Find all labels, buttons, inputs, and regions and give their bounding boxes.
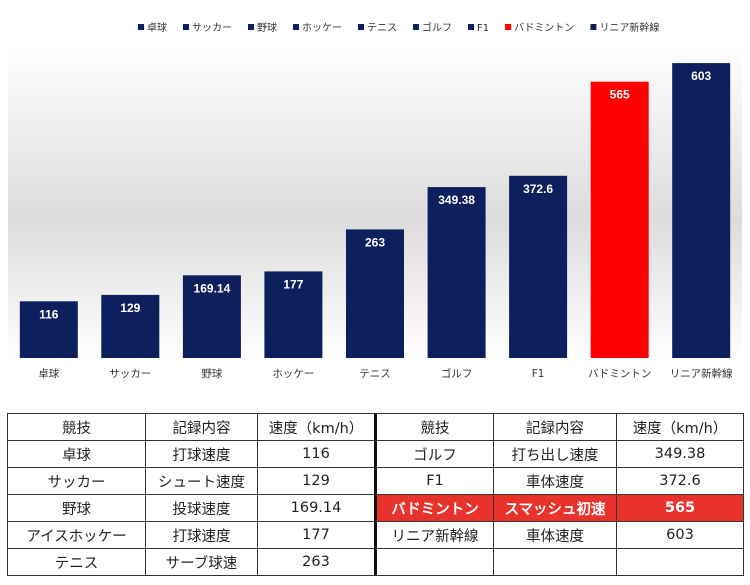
header-sport: 競技 (375, 413, 494, 441)
cell-sport (375, 548, 494, 576)
bar-7 (590, 81, 649, 358)
legend-label: バドミントン (514, 22, 574, 34)
bar-0 (19, 301, 78, 358)
cell-record: シュート速度 (145, 467, 258, 495)
bar-1 (101, 294, 160, 358)
bar-value-label: 129 (120, 301, 140, 315)
header-speed: 速度（km/h） (616, 413, 744, 441)
x-tick-label: F1 (532, 368, 545, 380)
cell-sport: テニス (7, 548, 146, 576)
table-row: 野球 投球速度 169.14 バドミントン スマッシュ初速 565 (7, 494, 744, 522)
bar-chart: 卓球 サッカー 野球 ホッケー テニス ゴルフ F1 バドミントン リニア新幹線 116 1291… (8, 21, 742, 380)
x-tick-label: バドミントン (588, 368, 651, 380)
bar-value-label: 116 (39, 307, 59, 321)
legend-marker (468, 24, 474, 30)
legend-label: サッカー (192, 22, 232, 34)
cell-record: 打球速度 (145, 521, 258, 549)
cell-speed: 177 (257, 521, 377, 549)
legend-label: 卓球 (147, 21, 167, 34)
legend-label: 野球 (257, 21, 277, 34)
speed-table: 競技 記録内容 速度（km/h） 競技 記録内容 速度（km/h） 卓球 打球速… (7, 413, 744, 576)
legend-marker (138, 24, 144, 30)
cell-record: 車体速度 (493, 521, 617, 549)
table-row: アイスホッケー 打球速度 177 リニア新幹線 車体速度 603 (7, 521, 744, 549)
legend-label: リニア新幹線 (599, 21, 659, 34)
cell-speed: 263 (257, 548, 377, 576)
legend-marker (590, 24, 597, 30)
cell-record: 車体速度 (493, 467, 617, 495)
bar-value-label: 603 (691, 69, 711, 83)
cell-sport-highlight: バドミントン (375, 494, 494, 522)
cell-record-highlight: スマッシュ初速 (493, 494, 617, 522)
x-tick-label: ホッケー (272, 368, 314, 380)
bar-5 (427, 187, 486, 358)
legend-label: F1 (477, 23, 489, 34)
cell-sport: 卓球 (7, 440, 146, 468)
x-tick-label: 野球 (201, 367, 222, 380)
cell-record: 打ち出し速度 (493, 440, 617, 468)
bar-6 (509, 175, 568, 358)
cell-record: 投球速度 (145, 494, 258, 522)
cell-sport: F1 (375, 467, 494, 495)
x-tick-label: テニス (359, 368, 391, 380)
legend-marker (293, 24, 299, 30)
legend-marker (413, 24, 419, 30)
cell-speed: 349.38 (616, 440, 744, 468)
cell-speed: 116 (257, 440, 377, 468)
x-tick-label: サッカー (109, 368, 151, 380)
cell-sport: 野球 (7, 494, 146, 522)
header-sport: 競技 (7, 413, 146, 441)
bar-value-label: 372.6 (523, 182, 553, 196)
cell-record (493, 548, 617, 576)
header-record: 記録内容 (145, 413, 258, 441)
legend-marker (358, 24, 364, 30)
bar-value-label: 263 (365, 235, 385, 249)
legend-marker (248, 24, 254, 30)
cell-speed: 603 (616, 521, 744, 549)
bar-value-label: 349.38 (438, 193, 475, 207)
x-axis-ticks: 卓球 サッカー 野球 ホッケー テニス ゴルフ F1 バドミントン リニア新幹線 (38, 367, 733, 380)
bar-value-label: 565 (610, 88, 630, 102)
bar-8 (672, 63, 731, 358)
x-tick-label: 卓球 (38, 367, 59, 380)
x-tick-label: リニア新幹線 (670, 367, 733, 380)
legend-label: ゴルフ (422, 21, 452, 34)
legend: 卓球 サッカー 野球 ホッケー テニス ゴルフ F1 バドミントン リニア新幹線 (138, 21, 659, 34)
cell-sport: リニア新幹線 (375, 521, 494, 549)
x-tick-label: ゴルフ (441, 367, 473, 380)
bars: 116 129 169.14 177 263 349.38 372.6 565 603 (19, 63, 731, 358)
bar-value-label: 169.14 (194, 281, 231, 295)
table-row: サッカー シュート速度 129 F1 車体速度 372.6 (7, 467, 744, 495)
cell-speed: 169.14 (257, 494, 377, 522)
cell-record: 打球速度 (145, 440, 258, 468)
cell-speed-highlight: 565 (616, 494, 744, 522)
legend-label: テニス (367, 23, 397, 34)
table-row: 卓球 打球速度 116 ゴルフ 打ち出し速度 349.38 (7, 440, 744, 468)
bar-3 (264, 271, 323, 358)
bar-value-label: 177 (283, 277, 303, 291)
table-row: テニス サーブ球速 263 (7, 548, 744, 576)
legend-label: ホッケー (302, 22, 342, 34)
cell-speed: 372.6 (616, 467, 744, 495)
cell-speed (616, 548, 744, 576)
cell-sport: ゴルフ (375, 440, 494, 468)
header-record: 記録内容 (493, 413, 617, 441)
legend-marker (505, 24, 512, 30)
table-header-row: 競技 記録内容 速度（km/h） 競技 記録内容 速度（km/h） (7, 413, 744, 441)
header-speed: 速度（km/h） (257, 413, 377, 441)
cell-record: サーブ球速 (145, 548, 258, 576)
bar-2 (182, 275, 241, 358)
bar-4 (346, 229, 404, 358)
legend-marker (183, 24, 189, 30)
cell-sport: サッカー (7, 467, 146, 495)
cell-speed: 129 (257, 467, 377, 495)
cell-sport: アイスホッケー (7, 521, 146, 549)
